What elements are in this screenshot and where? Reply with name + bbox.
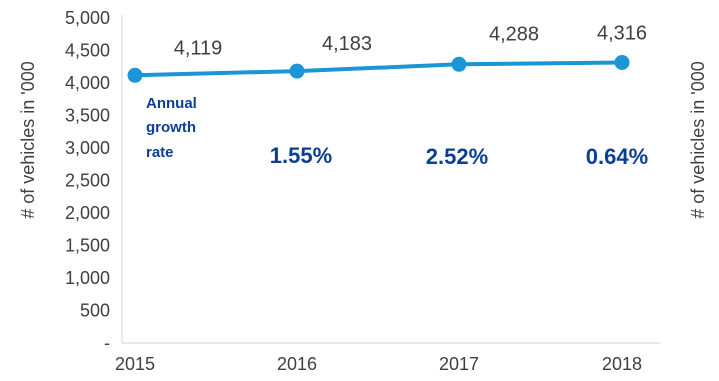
y-axis-title-left: # of vehicles in '000 <box>18 61 38 219</box>
growth-rate-2018: 0.64% <box>586 144 648 169</box>
data-labels: 4,119 4,183 4,288 4,316 <box>174 22 647 59</box>
data-point-2017 <box>451 56 467 72</box>
growth-title-line-3: rate <box>146 144 174 161</box>
data-points <box>127 54 630 83</box>
y-tick-label: 1,500 <box>65 236 110 256</box>
growth-rate-values: 1.55% 2.52% 0.64% <box>270 143 648 169</box>
growth-rate-2017: 2.52% <box>426 144 488 169</box>
y-axis-title-right: # of vehicles in '000 <box>688 61 708 219</box>
y-tick-label: 1,000 <box>65 268 110 288</box>
data-point-2015 <box>127 67 143 83</box>
series-line <box>133 60 624 78</box>
data-point-2018 <box>614 54 630 70</box>
y-tick-label: 2,000 <box>65 203 110 223</box>
data-label-2015: 4,119 <box>174 37 223 59</box>
growth-title-line-1: Annual <box>146 95 197 112</box>
growth-rate-title: Annual growth rate <box>146 95 197 161</box>
growth-rate-2016: 1.55% <box>270 143 332 168</box>
x-tick-label: 2015 <box>115 354 155 374</box>
y-tick-label: - <box>104 333 110 353</box>
growth-title-line-2: growth <box>146 119 196 136</box>
y-tick-label: 5,000 <box>65 8 110 28</box>
y-tick-label: 4,500 <box>65 41 110 61</box>
x-tick-label: 2017 <box>439 354 479 374</box>
x-tick-label: 2016 <box>277 354 317 374</box>
y-tick-label: 3,000 <box>65 138 110 158</box>
y-tick-label: 4,000 <box>65 73 110 93</box>
x-tick-label: 2018 <box>602 354 642 374</box>
data-label-2017: 4,288 <box>489 23 539 45</box>
data-point-2016 <box>289 63 305 79</box>
data-label-2016: 4,183 <box>322 33 372 55</box>
x-axis-ticks: 2015 2016 2017 2018 <box>115 354 642 374</box>
y-tick-label: 500 <box>80 301 110 321</box>
y-tick-label: 3,500 <box>65 106 110 126</box>
y-axis-ticks: - 500 1,000 1,500 2,000 2,500 3,000 3,500 4,000 4… <box>65 8 110 353</box>
y-tick-label: 2,500 <box>65 171 110 191</box>
data-label-2018: 4,316 <box>597 22 647 44</box>
